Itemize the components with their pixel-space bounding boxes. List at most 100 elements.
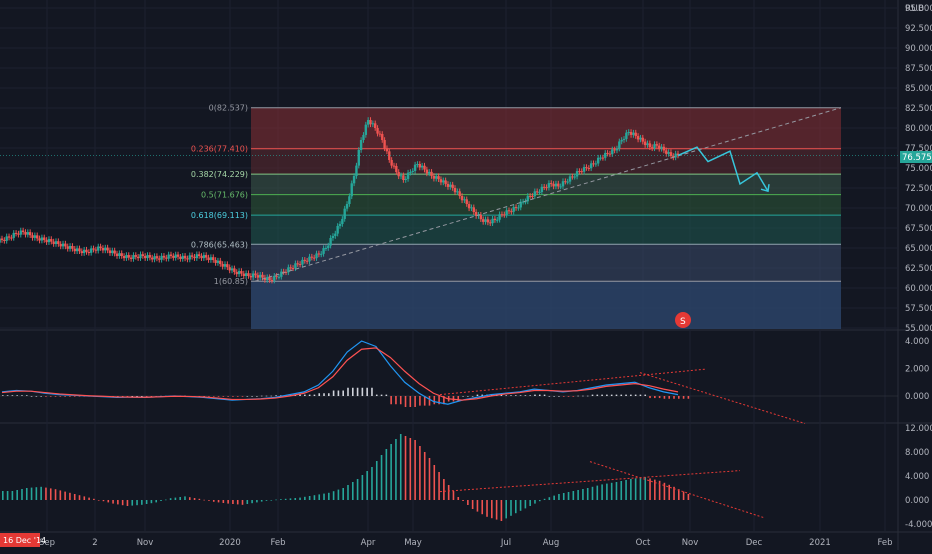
candle-body (526, 195, 529, 202)
ao-bar (328, 492, 330, 500)
macd-hist-bar (385, 394, 388, 396)
drawing-overlays[interactable] (0, 107, 898, 282)
ao-bar (399, 434, 402, 500)
candle-body (533, 191, 537, 197)
ao-bar (634, 478, 637, 500)
candle-body (416, 164, 419, 165)
time-tick-label: May (404, 538, 422, 548)
ao-bar (395, 439, 397, 500)
candle-body (167, 254, 170, 259)
ao-bar (500, 500, 503, 521)
candle-body (312, 257, 316, 259)
candle-body (463, 199, 466, 201)
ao-bar (342, 488, 344, 500)
macd-hist-bar (558, 396, 560, 397)
macd-hist-bar (16, 395, 18, 396)
ao-bar (155, 500, 158, 503)
macd-hist-bar (409, 396, 412, 407)
ao-bar (562, 493, 565, 500)
candle-body (608, 153, 612, 155)
price-tick-label: 67.500 (905, 224, 932, 234)
macd-hist-bar (404, 396, 407, 407)
candle-body (531, 196, 534, 197)
ao-bar (313, 495, 316, 500)
ao-bar (649, 478, 651, 500)
ao-bar (639, 477, 642, 500)
macd-hist-bar (332, 390, 335, 396)
candle-body (411, 170, 414, 172)
macd-hist-bar (577, 395, 579, 397)
candle-body (500, 214, 504, 216)
candle-body (228, 267, 231, 271)
candle-body (376, 128, 379, 134)
candle-body (188, 255, 191, 260)
candle-body (348, 196, 351, 204)
ao-bar (443, 479, 445, 500)
candle-body (129, 257, 133, 259)
macd-hist-bar (265, 395, 268, 397)
candle-body (294, 263, 297, 269)
price-tick-label: 77.500 (905, 144, 932, 154)
candle-body (658, 145, 661, 149)
candle-body (655, 144, 659, 146)
macd-hist-bar (78, 396, 81, 397)
ao-bar (208, 500, 210, 501)
ao-bar (308, 496, 311, 500)
macd-hist-bar (423, 396, 426, 406)
candle-body (402, 175, 405, 180)
candle-body (585, 167, 588, 169)
candle-body (392, 165, 396, 167)
source-badge[interactable]: S (675, 312, 691, 328)
candle-body (12, 232, 15, 238)
macd-hist-bar (654, 396, 656, 399)
candle-body (397, 172, 400, 177)
candle-body (85, 249, 88, 252)
currency-label[interactable]: RUB (905, 4, 924, 14)
fib-level-label: 0.786(65.463) (191, 240, 248, 249)
macd-hist-bar (145, 396, 148, 397)
candle-body (247, 273, 250, 276)
ao-bar (88, 497, 90, 500)
ao-bar (495, 500, 498, 520)
ao-bar (375, 461, 378, 500)
candle-body (209, 257, 213, 260)
macd-hist-bar (21, 395, 23, 396)
ao-bar (45, 487, 47, 500)
candle-body (535, 191, 539, 193)
candle-body (521, 201, 525, 203)
ao-tick-label: 4.000 (905, 472, 929, 482)
macd-hist-bar (673, 396, 675, 399)
ao-tick-label: 12.000 (905, 424, 932, 434)
price-tick-label: 92.500 (905, 24, 932, 34)
candle-body (613, 149, 616, 151)
ao-bar (486, 500, 488, 517)
macd-hist-bar (553, 396, 555, 397)
macd-hist-bar (54, 396, 57, 397)
candle-body (470, 207, 473, 209)
candle-body (280, 271, 283, 277)
candle-body (106, 247, 109, 251)
candle-body (493, 218, 497, 220)
fib-retracement-tool[interactable]: 0(82.537) 0.236(77.410) 0.382(74.229) 0.5(7… (191, 104, 841, 329)
ao-bar (654, 479, 656, 500)
macd-hist-bar (534, 394, 536, 396)
time-tick-label: 2021 (809, 538, 831, 548)
candle-body (80, 251, 84, 254)
time-tick-label: Dec (746, 538, 763, 548)
candle-body (343, 208, 346, 219)
ao-bar (78, 495, 81, 500)
candle-body (303, 259, 306, 261)
candle-body (322, 248, 325, 254)
candle-body (108, 250, 112, 254)
candle-body (186, 258, 189, 260)
candle-body (643, 141, 647, 146)
ao-bar (673, 486, 675, 500)
ao-bar (606, 483, 608, 500)
macd-hist-bar (318, 393, 321, 396)
macd-hist-bar (428, 396, 431, 406)
candle-body (263, 277, 267, 280)
ao-bar (97, 500, 100, 501)
candle-body (268, 277, 271, 280)
